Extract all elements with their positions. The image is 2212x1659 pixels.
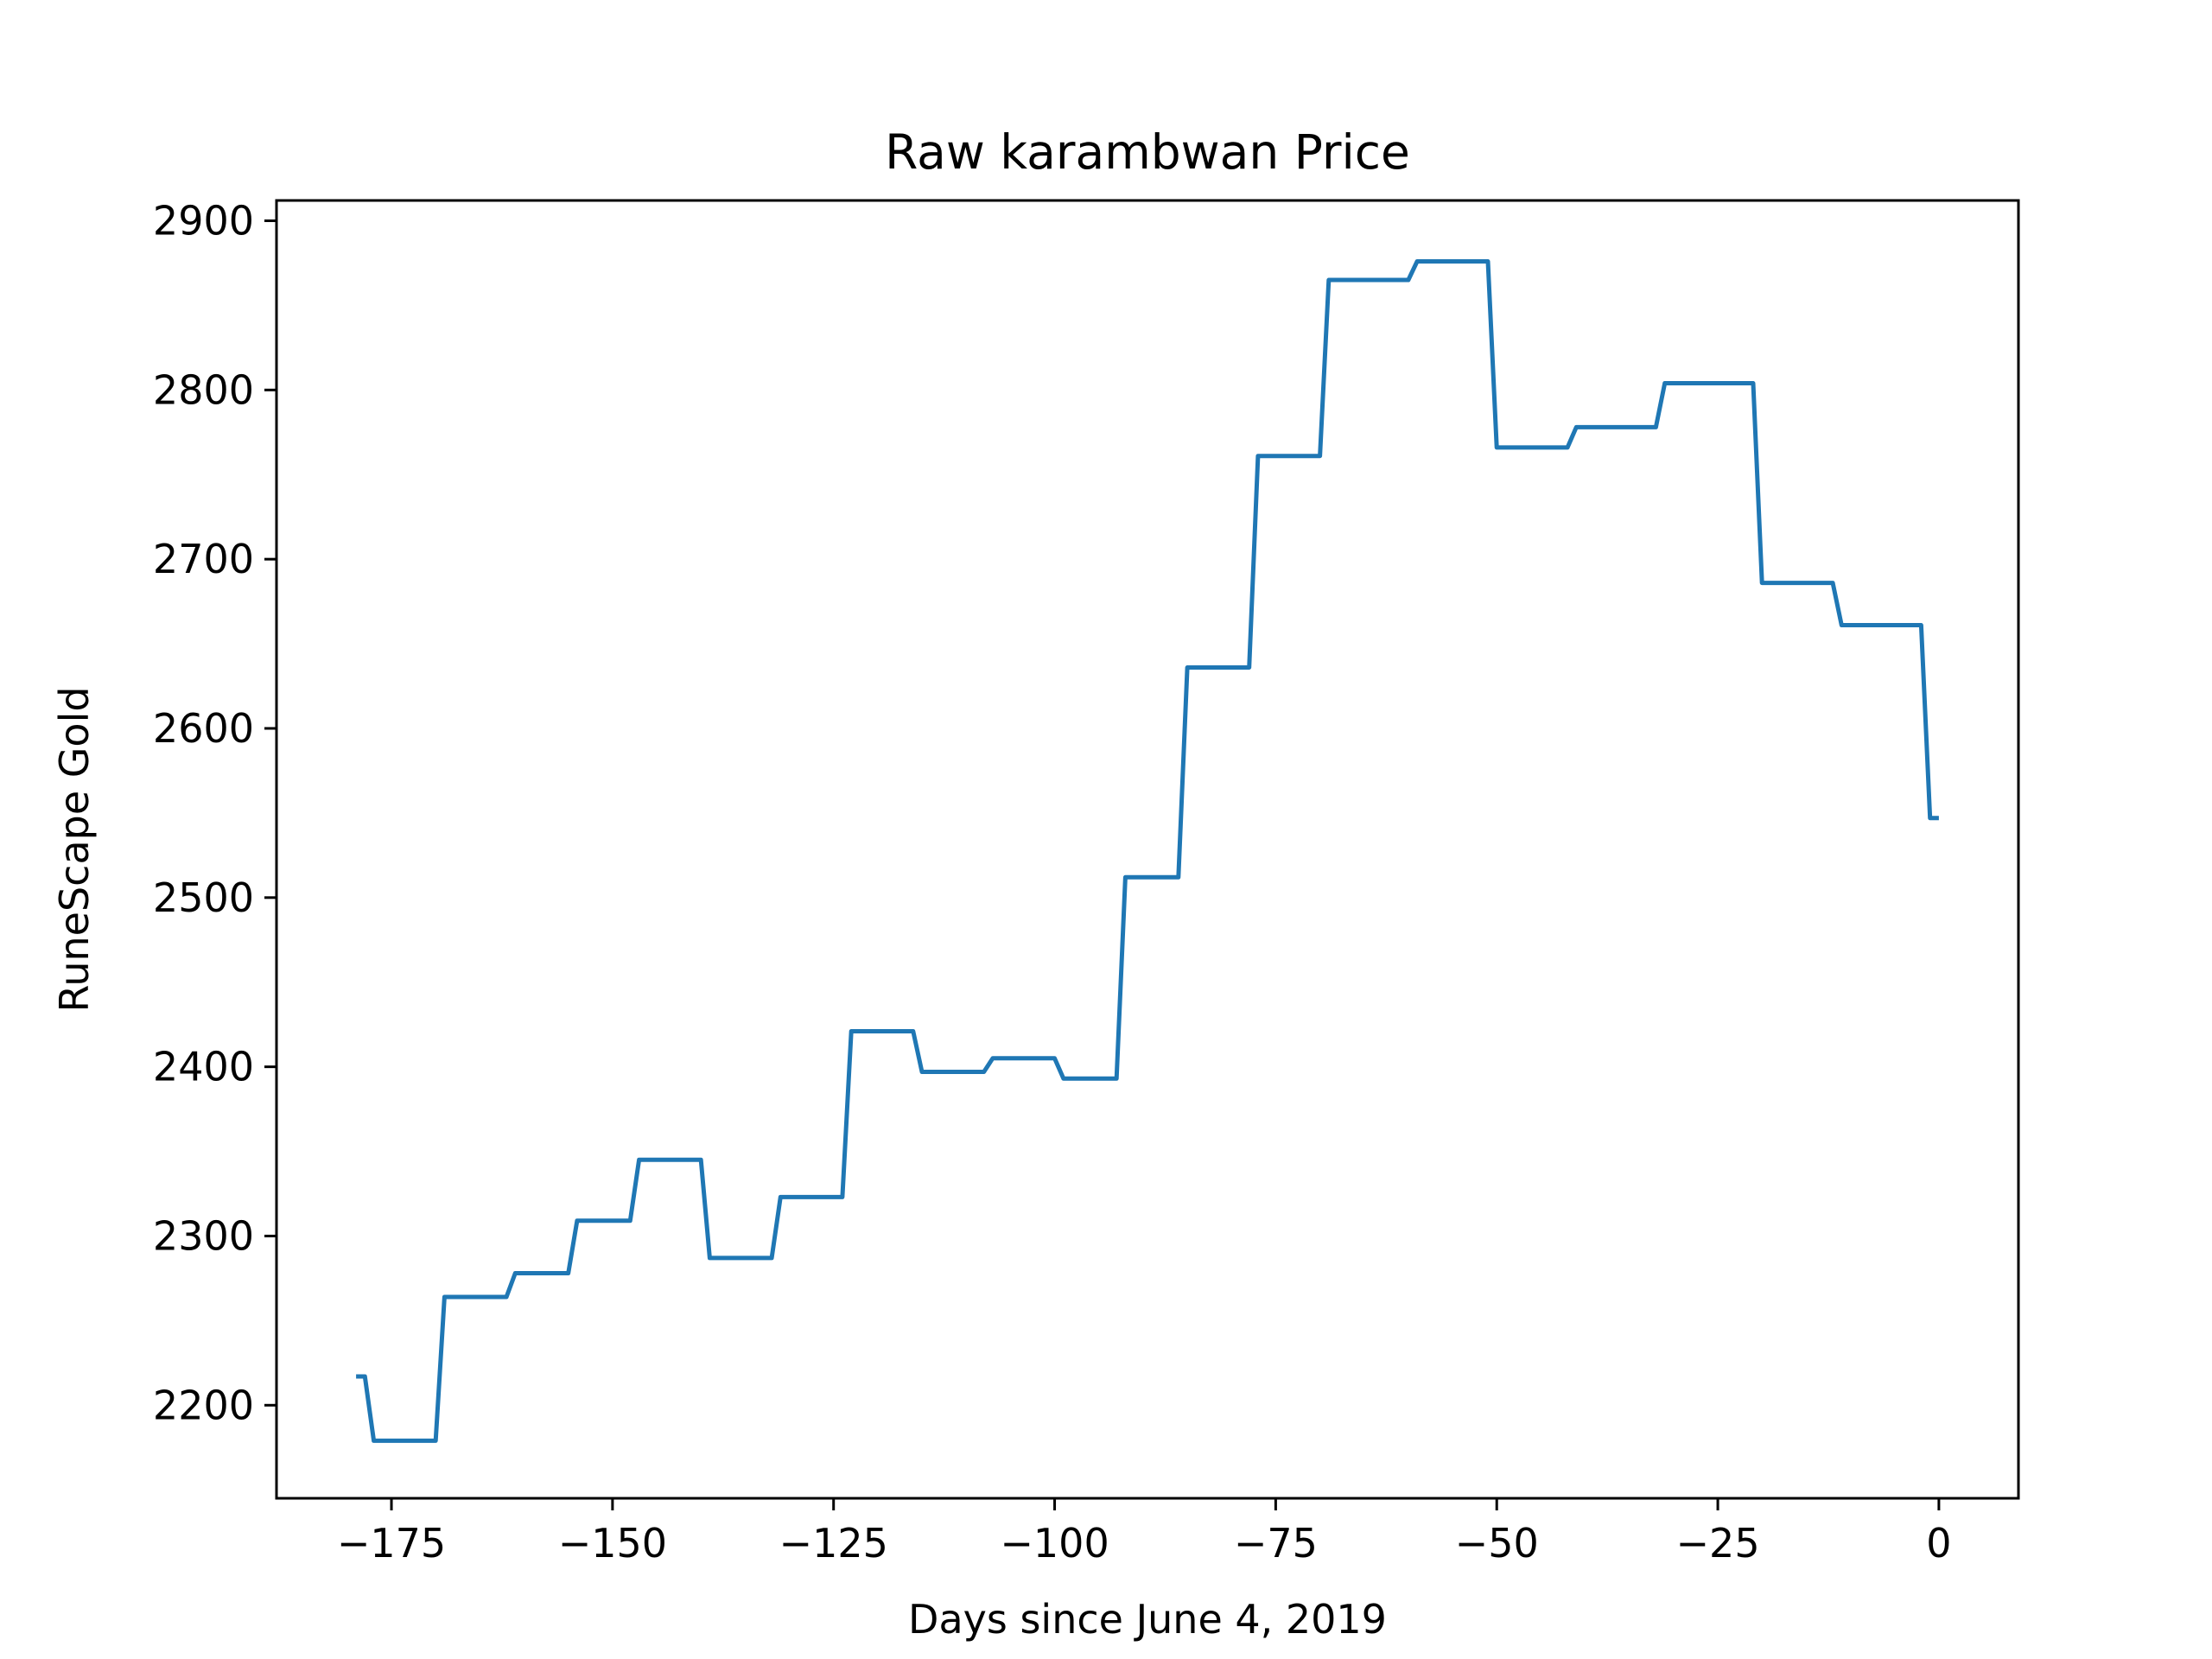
y-tick-label: 2300	[153, 1212, 254, 1259]
x-tick-label: −125	[779, 1520, 888, 1567]
x-tick-label: −100	[1000, 1520, 1109, 1567]
price-series-line	[356, 259, 1939, 1443]
x-axis-label: Days since June 4, 2019	[908, 1596, 1387, 1643]
x-tick-label: −25	[1676, 1520, 1760, 1567]
y-tick-label: 2600	[153, 705, 254, 752]
x-axis: −175 −150 −125 −100 −75 −50 −25 0	[337, 1498, 1952, 1567]
y-tick-label: 2200	[153, 1382, 254, 1428]
y-tick-label: 2500	[153, 874, 254, 921]
x-tick-label: −150	[558, 1520, 667, 1567]
y-axis: 2200 2300 2400 2500 2600 2700 2800 2900	[153, 197, 276, 1428]
y-tick-label: 2800	[153, 366, 254, 413]
y-axis-label: RuneScape Gold	[51, 686, 98, 1012]
y-tick-label: 2400	[153, 1044, 254, 1090]
y-tick-label: 2900	[153, 197, 254, 244]
chart-title: Raw karambwan Price	[885, 124, 1410, 180]
plot-area	[356, 259, 1939, 1443]
y-tick-label: 2700	[153, 536, 254, 582]
x-tick-label: −175	[337, 1520, 446, 1567]
plot-frame	[275, 199, 2020, 1500]
x-tick-label: −75	[1234, 1520, 1318, 1567]
x-tick-label: −50	[1455, 1520, 1539, 1567]
x-tick-label: 0	[1926, 1520, 1951, 1567]
